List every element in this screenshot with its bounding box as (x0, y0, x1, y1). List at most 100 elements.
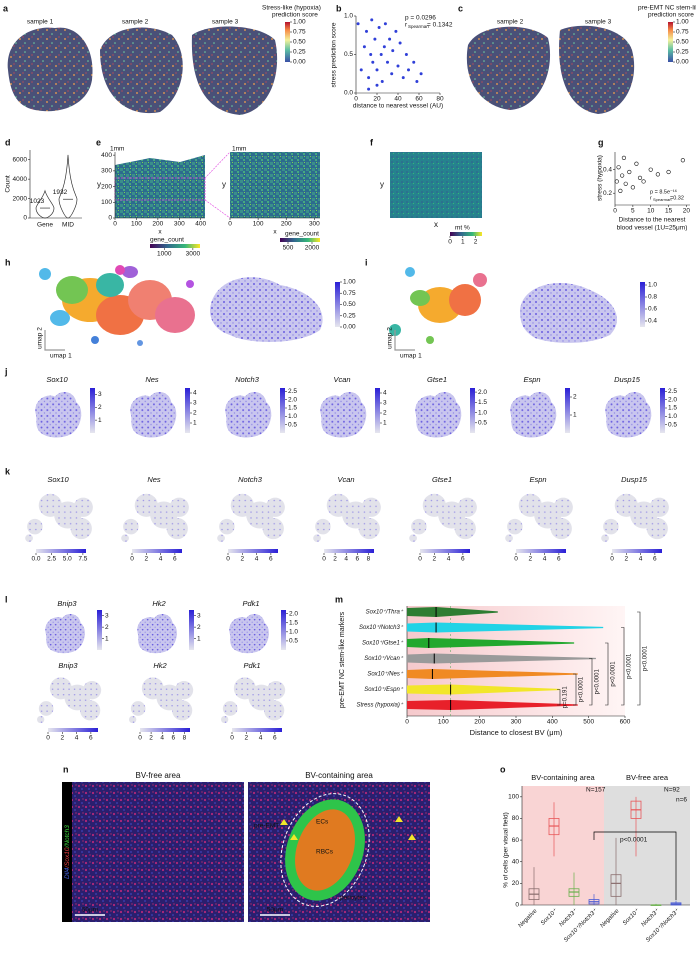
gene-title: Hk2 (153, 661, 167, 670)
colorbar-tick-label: 0.5 (478, 419, 487, 426)
y-tick-label: 100 (508, 794, 519, 801)
x-tick-label: 40 (394, 96, 402, 103)
feature-plot (217, 493, 285, 543)
colorbar-tick-label: 1.00 (676, 19, 689, 26)
strip (407, 700, 578, 710)
y-axis-label: y (380, 180, 384, 189)
colorbar-tick-label: 2 (624, 556, 628, 563)
point (614, 179, 619, 184)
y-tick-label: 20 (512, 880, 520, 887)
x-tick-label: 500 (583, 719, 594, 726)
colorbar-tick-label: 3 (98, 391, 102, 398)
colorbar-tick-label: 6 (89, 735, 93, 742)
colorbar (324, 549, 374, 553)
colorbar (280, 238, 320, 242)
colorbar-tick-label: 7.5 (78, 556, 87, 563)
p-value: p<0.0001 (643, 645, 649, 671)
axis-label: umap 2 (387, 327, 394, 349)
x-tick-label: 400 (195, 221, 206, 228)
strip (407, 607, 498, 617)
colorbar-tick-label: 1 (98, 417, 102, 424)
point (377, 26, 381, 30)
sample-title: sample 2 (122, 19, 149, 26)
point (404, 52, 408, 56)
colorbar (36, 549, 86, 553)
gene-title: Pdk1 (242, 599, 259, 608)
x-axis-label: x (158, 229, 162, 236)
colorbar-tick-label: 1.0 (288, 413, 297, 420)
colorbar-tick-label: 1 (197, 635, 201, 642)
stain-label-part: Dll4 (64, 867, 71, 879)
y-tick-label: 0.5 (344, 51, 353, 58)
colorbar-tick-label: 2.0 (289, 610, 298, 617)
category-label: Sox10⁺/Vcan⁺ (364, 655, 404, 662)
colorbar (232, 728, 282, 732)
x-tick-label: 60 (415, 96, 423, 103)
point (383, 22, 387, 26)
axis-label: umap 1 (50, 353, 72, 360)
p-value: p<0.0001 (579, 676, 585, 702)
feature-plot (121, 493, 189, 543)
point (367, 87, 371, 91)
x-tick-label: 0 (354, 96, 358, 103)
feature-plot (505, 493, 573, 543)
colorbar-title: pre-EMT NC stem-like (638, 5, 696, 12)
colorbar (335, 282, 340, 327)
gene-title: Espn (523, 375, 540, 384)
colorbar-tick-label: 0.5 (288, 421, 297, 428)
colorbar (280, 388, 285, 433)
colorbar-tick-label: 1.5 (668, 405, 677, 412)
colorbar-tick-label: 6 (269, 556, 273, 563)
point (680, 158, 685, 163)
x-tick-label: Sox10⁺ (539, 907, 559, 927)
colorbar-tick-label: 0.25 (293, 49, 306, 56)
colorbar (470, 388, 475, 433)
colorbar (189, 610, 194, 650)
x-tick-label: 5 (631, 208, 635, 215)
colorbar-tick-label: 4 (344, 556, 348, 563)
colorbar (668, 22, 673, 62)
colorbar-tick-label: 4 (75, 735, 79, 742)
colorbar (48, 728, 98, 732)
colorbar (375, 388, 380, 433)
scale-bar: 50μm (82, 907, 98, 914)
colorbar-tick-label: 0 (418, 556, 422, 563)
colorbar-title: prediction score (272, 12, 318, 19)
colorbar (281, 610, 286, 650)
y-axis-label: stress (hypoxia) (597, 155, 604, 201)
category-label: Stress (hypoxia)⁺ (356, 702, 403, 709)
sample-title: sample 2 (497, 19, 524, 26)
point (398, 41, 402, 45)
y-tick-label: 0 (108, 215, 112, 222)
x-tick-label: 10 (647, 208, 655, 215)
point (362, 45, 366, 49)
y-tick-label: 80 (512, 815, 520, 822)
group-n: N=157 (586, 787, 606, 794)
y-tick-label: 0 (23, 215, 27, 222)
group-n: N=92 (664, 787, 680, 794)
point (390, 72, 394, 76)
category-label: Sox10⁺/Nes⁺ (367, 671, 404, 678)
colorbar-tick-label: 0.00 (293, 59, 306, 66)
sample-title: sample 3 (212, 19, 239, 26)
colorbar-tick-label: 1000 (157, 251, 172, 258)
colorbar-tick-label: 1 (461, 239, 465, 246)
feature-plot (229, 614, 269, 654)
colorbar-title: mt % (455, 225, 470, 232)
point (379, 52, 383, 56)
point (621, 155, 627, 160)
colorbar (132, 549, 182, 553)
x-tick-label: Negative (600, 908, 621, 929)
colorbar-tick-label: 2 (474, 239, 478, 246)
colorbar (565, 388, 570, 433)
feature-plot (415, 391, 462, 438)
umap-axes (394, 330, 415, 351)
colorbar-tick-label: 2 (144, 556, 148, 563)
category-label: Sox10⁺/Gtse1⁺ (362, 640, 404, 647)
colorbar-tick-label: 0.75 (676, 29, 689, 36)
panel-label: f (370, 137, 374, 147)
colorbar-tick-label: 4 (639, 556, 643, 563)
point (637, 175, 643, 181)
feature-plot (313, 493, 381, 543)
panel-label: e (96, 137, 101, 147)
